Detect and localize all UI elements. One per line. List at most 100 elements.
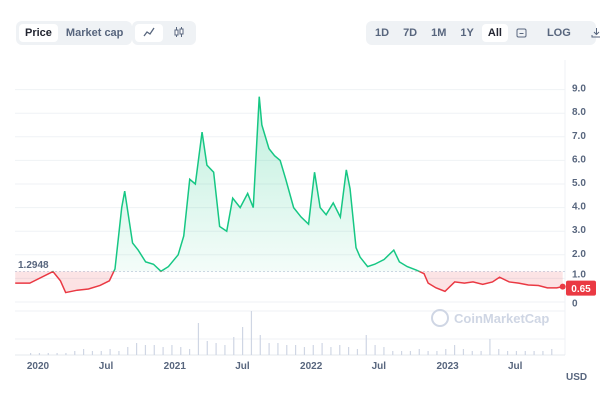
current-price-dot (559, 283, 566, 290)
volume-bar (374, 345, 376, 355)
volume-bar (542, 351, 544, 355)
volume-bar (303, 347, 306, 355)
coinmarketcap-logo-icon (431, 309, 449, 327)
tab-market-cap[interactable]: Market cap (65, 27, 124, 39)
range-7d[interactable]: 7D (403, 27, 418, 39)
volume-bar (401, 351, 403, 355)
volume-bar (348, 347, 350, 355)
volume-bar (551, 349, 553, 355)
volume-bar (127, 347, 129, 355)
y-tick-label: 2.0 (572, 249, 586, 260)
y-tick-label: 0 (572, 299, 578, 310)
volume-bar (250, 311, 253, 355)
x-tick-label: 2023 (436, 361, 459, 372)
volume-bar (480, 351, 482, 355)
range-tabs: 1D 7D 1M 1Y All LOG (366, 21, 600, 45)
log-scale-button[interactable]: LOG (546, 27, 571, 39)
currency-label: USD (566, 372, 587, 383)
volume-bar (65, 353, 67, 355)
volume-bar (365, 335, 367, 355)
volume-bar (436, 351, 438, 355)
volume-bar (356, 349, 359, 355)
volume-bar (30, 353, 32, 355)
download-button[interactable] (585, 24, 600, 42)
volume-bar (498, 349, 500, 355)
volume-bar (162, 347, 164, 355)
watermark: CoinMarketCap (431, 309, 549, 327)
volume-bar (215, 343, 217, 355)
calendar-icon (516, 28, 527, 38)
candlestick-button[interactable] (165, 24, 193, 42)
baseline-label: 1.2948 (18, 260, 49, 271)
range-all[interactable]: All (481, 24, 508, 42)
volume-bar (454, 345, 456, 355)
y-tick-label: 1.0 (572, 270, 586, 281)
volume-bar (321, 343, 323, 355)
volume-bar (427, 351, 429, 355)
download-icon (591, 28, 600, 38)
volume-bar (286, 345, 288, 355)
x-tick-label: 2020 (27, 361, 50, 372)
y-tick-label: 7.0 (572, 131, 586, 142)
volume-bar (533, 351, 535, 355)
current-price-badge (566, 280, 596, 296)
volume-bar (295, 345, 297, 355)
volume-bar (418, 349, 420, 355)
line-chart-button[interactable] (135, 24, 163, 42)
y-tick-label: 5.0 (572, 178, 586, 189)
range-1y[interactable]: 1Y (460, 27, 474, 39)
price-line-down (15, 271, 563, 294)
volume-bar (471, 351, 473, 355)
volume-bar (224, 345, 226, 355)
volume-bar (153, 345, 155, 355)
volume-bar (268, 343, 270, 355)
range-1d[interactable]: 1D (375, 27, 390, 39)
y-tick-label: 6.0 (572, 154, 586, 165)
price-line-up (51, 96, 422, 272)
watermark-text: CoinMarketCap (454, 311, 549, 326)
x-tick-label: Jul (508, 361, 523, 372)
current-price-label: 0.65 (571, 284, 591, 295)
volume-bar (197, 323, 200, 355)
volume-bar (524, 351, 526, 355)
volume-bar (339, 345, 341, 355)
volume-bar (83, 349, 85, 355)
volume-bar (242, 327, 244, 355)
volume-bar (515, 351, 518, 355)
volume-bar (233, 337, 235, 355)
line-chart-icon (143, 27, 155, 37)
volume-bar (330, 347, 332, 355)
area-above-baseline (113, 96, 420, 272)
volume-bar (74, 351, 76, 355)
volume-bar (206, 341, 208, 355)
range-1m[interactable]: 1M (431, 27, 447, 39)
y-tick-label: 3.0 (572, 225, 586, 236)
volume-bar (189, 349, 191, 355)
x-tick-label: Jul (235, 361, 250, 372)
volume-bar (38, 353, 41, 355)
y-tick-label: 8.0 (572, 107, 586, 118)
volume-bar (489, 339, 491, 355)
volume-bar (136, 343, 138, 355)
tab-price[interactable]: Price (19, 24, 58, 42)
date-range-button[interactable] (510, 24, 533, 42)
volume-bar (180, 347, 182, 355)
volume-bar (392, 351, 394, 355)
volume-bar (409, 351, 412, 355)
volume-bar (383, 347, 385, 355)
volume-bars (30, 311, 553, 355)
x-tick-label: 2021 (164, 361, 187, 372)
candlestick-icon (174, 27, 184, 37)
x-tick-label: Jul (372, 361, 387, 372)
volume-bar (118, 351, 120, 355)
volume-bar (171, 345, 173, 355)
volume-bar (144, 345, 147, 355)
volume-bar (507, 351, 509, 355)
y-tick-label: 9.0 (572, 84, 586, 95)
x-tick-label: 2022 (300, 361, 323, 372)
volume-bar (462, 349, 465, 355)
volume-bar (259, 335, 261, 355)
volume-bar (277, 343, 279, 355)
volume-bar (312, 345, 314, 355)
